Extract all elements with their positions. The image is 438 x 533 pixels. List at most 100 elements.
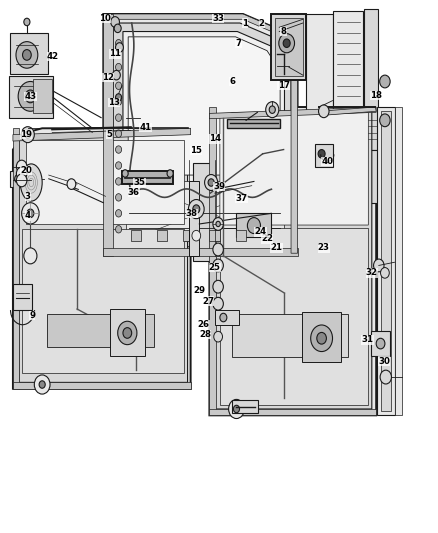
Polygon shape bbox=[26, 140, 184, 224]
Circle shape bbox=[116, 146, 122, 154]
Text: 14: 14 bbox=[208, 134, 221, 143]
Text: 27: 27 bbox=[202, 296, 214, 305]
Polygon shape bbox=[19, 135, 187, 382]
Text: 26: 26 bbox=[198, 320, 210, 329]
Polygon shape bbox=[183, 230, 194, 241]
Circle shape bbox=[116, 94, 122, 101]
Circle shape bbox=[116, 130, 122, 138]
Circle shape bbox=[311, 325, 332, 352]
Circle shape bbox=[24, 248, 37, 264]
Polygon shape bbox=[11, 33, 48, 74]
Circle shape bbox=[118, 321, 137, 345]
Circle shape bbox=[111, 17, 120, 27]
Polygon shape bbox=[306, 14, 332, 134]
Circle shape bbox=[122, 169, 128, 177]
Polygon shape bbox=[122, 171, 173, 184]
Circle shape bbox=[266, 102, 279, 118]
Polygon shape bbox=[333, 130, 363, 187]
Circle shape bbox=[380, 114, 390, 127]
Circle shape bbox=[116, 43, 124, 52]
Text: 6: 6 bbox=[229, 77, 235, 86]
Circle shape bbox=[193, 205, 200, 213]
Circle shape bbox=[192, 230, 201, 241]
Circle shape bbox=[114, 24, 121, 33]
Text: 9: 9 bbox=[29, 311, 35, 320]
Text: 1: 1 bbox=[242, 19, 248, 28]
Polygon shape bbox=[209, 230, 220, 241]
Circle shape bbox=[21, 127, 34, 143]
Circle shape bbox=[188, 199, 204, 219]
Circle shape bbox=[18, 82, 42, 111]
Polygon shape bbox=[13, 382, 191, 389]
Circle shape bbox=[116, 162, 122, 169]
Polygon shape bbox=[103, 248, 297, 256]
Polygon shape bbox=[209, 107, 215, 415]
Circle shape bbox=[116, 114, 122, 122]
Circle shape bbox=[269, 106, 276, 114]
Circle shape bbox=[247, 217, 261, 233]
Text: 39: 39 bbox=[213, 182, 225, 191]
Polygon shape bbox=[319, 107, 376, 116]
Text: 40: 40 bbox=[321, 157, 333, 166]
Text: 3: 3 bbox=[25, 192, 31, 201]
Circle shape bbox=[22, 50, 31, 60]
Text: 33: 33 bbox=[212, 14, 224, 23]
Polygon shape bbox=[11, 171, 49, 187]
Polygon shape bbox=[113, 23, 291, 248]
Polygon shape bbox=[371, 332, 390, 356]
Polygon shape bbox=[215, 310, 239, 325]
Polygon shape bbox=[193, 163, 215, 261]
Circle shape bbox=[205, 174, 218, 190]
Text: 43: 43 bbox=[25, 92, 36, 101]
Circle shape bbox=[283, 39, 290, 47]
Circle shape bbox=[279, 34, 294, 53]
Polygon shape bbox=[157, 230, 167, 241]
Text: 21: 21 bbox=[271, 244, 283, 253]
Polygon shape bbox=[189, 181, 199, 256]
Polygon shape bbox=[128, 37, 280, 175]
Polygon shape bbox=[302, 312, 341, 362]
Polygon shape bbox=[377, 107, 395, 415]
Text: 25: 25 bbox=[208, 263, 221, 272]
Text: 23: 23 bbox=[318, 244, 330, 253]
Polygon shape bbox=[9, 76, 53, 118]
Text: 35: 35 bbox=[134, 178, 145, 187]
Polygon shape bbox=[272, 14, 306, 80]
Polygon shape bbox=[232, 400, 258, 413]
Polygon shape bbox=[227, 119, 280, 128]
Text: 30: 30 bbox=[378, 357, 390, 366]
Polygon shape bbox=[275, 18, 303, 76]
Polygon shape bbox=[333, 11, 363, 128]
Polygon shape bbox=[364, 150, 378, 203]
Circle shape bbox=[213, 217, 223, 230]
Text: 19: 19 bbox=[20, 130, 32, 139]
Text: 32: 32 bbox=[366, 269, 378, 277]
Circle shape bbox=[317, 333, 326, 344]
Circle shape bbox=[16, 42, 38, 68]
Polygon shape bbox=[209, 409, 376, 415]
Polygon shape bbox=[127, 181, 284, 241]
Circle shape bbox=[214, 332, 223, 342]
Circle shape bbox=[208, 179, 214, 186]
Circle shape bbox=[16, 167, 27, 180]
Circle shape bbox=[123, 328, 132, 338]
Polygon shape bbox=[215, 111, 372, 409]
Circle shape bbox=[14, 174, 21, 183]
Polygon shape bbox=[103, 14, 297, 256]
Text: 11: 11 bbox=[109, 50, 121, 58]
Circle shape bbox=[25, 90, 35, 103]
Circle shape bbox=[116, 82, 122, 90]
Circle shape bbox=[39, 381, 45, 388]
Circle shape bbox=[116, 39, 122, 47]
Circle shape bbox=[116, 177, 122, 185]
Text: 20: 20 bbox=[20, 166, 32, 175]
Circle shape bbox=[213, 243, 223, 256]
Polygon shape bbox=[209, 107, 376, 119]
Circle shape bbox=[116, 63, 122, 71]
Polygon shape bbox=[110, 309, 145, 356]
Circle shape bbox=[116, 193, 122, 201]
Circle shape bbox=[16, 174, 27, 187]
Text: 29: 29 bbox=[193, 286, 205, 295]
Text: 36: 36 bbox=[128, 188, 140, 197]
Circle shape bbox=[213, 297, 223, 310]
